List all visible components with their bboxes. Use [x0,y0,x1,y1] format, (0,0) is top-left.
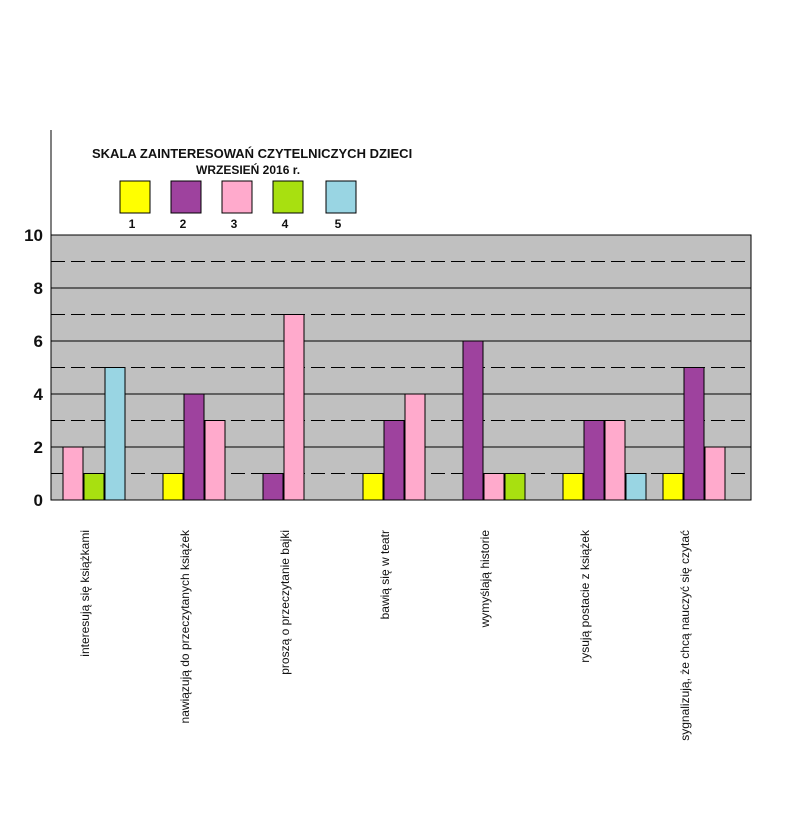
y-tick-label: 2 [34,438,43,457]
bars [62,314,726,501]
category-label: interesują się książkami [78,530,92,657]
category-label: nawiązują do przeczytanych książek [178,529,192,723]
bar-series-1 [162,473,184,501]
bar-series-5 [104,367,126,501]
bar-series-2 [262,473,284,501]
y-tick-label: 10 [24,226,43,245]
bar-series-4 [504,473,526,501]
legend-swatch-2 [170,180,202,214]
category-label: bawią się w teatr [378,530,392,619]
y-tick-labels: 0 2 4 6 8 10 [24,226,43,510]
legend-swatch-5 [325,180,357,214]
category-label: wymyślają historie [478,530,492,629]
legend-label-4: 4 [282,217,289,231]
category-label: proszą o przeczytanie bajki [278,530,292,675]
legend-label-5: 5 [335,217,342,231]
legend-swatch-1 [119,180,151,214]
category-labels: interesują się książkami nawiązują do prz… [78,529,692,741]
category-label: rysują postacie z książek [578,529,592,663]
bar-series-2 [683,367,705,501]
y-tick-label: 6 [34,332,43,351]
y-tick-label: 4 [34,385,44,404]
bar-series-3 [283,314,305,501]
category-label: sygnalizują, że chcą nauczyć się czytać [678,530,692,741]
bar-series-5 [625,473,647,501]
chart-title: SKALA ZAINTERESOWAŃ CZYTELNICZYCH DZIECI [92,146,412,161]
bar-series-2 [583,420,605,501]
legend-label-2: 2 [180,217,187,231]
legend-swatch-4 [272,180,304,214]
bar-series-1 [562,473,584,501]
y-tick-label: 8 [34,279,43,298]
legend-label-1: 1 [129,217,136,231]
y-tick-label: 0 [34,491,43,510]
bar-series-3 [62,446,84,501]
legend-swatch-3 [221,180,253,214]
bar-series-3 [704,446,726,501]
bar-series-2 [183,393,205,501]
legend-label-3: 3 [231,217,238,231]
legend: 1 2 3 4 5 [119,180,357,231]
chart-subtitle: WRZESIEŃ 2016 r. [196,162,300,177]
bar-series-1 [662,473,684,501]
bar-series-2 [383,420,405,501]
bar-series-1 [362,473,384,501]
bar-series-3 [204,420,226,501]
bar-series-3 [483,473,505,501]
bar-series-3 [404,393,426,501]
bar-series-4 [83,473,105,501]
bar-series-3 [604,420,626,501]
bar-series-2 [462,340,484,501]
